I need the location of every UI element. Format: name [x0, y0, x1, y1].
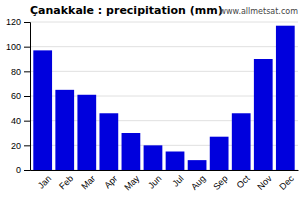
- y-tick-label: 20: [11, 141, 21, 151]
- y-tick-mark: [24, 22, 30, 23]
- x-tick: Oct: [235, 173, 252, 190]
- x-tick-label: Jan: [36, 173, 53, 190]
- x-tick-label: Apr: [102, 173, 119, 190]
- x-tick: Mar: [79, 173, 97, 191]
- bar: [77, 95, 96, 170]
- x-tick-label: Dec: [277, 173, 296, 192]
- bar: [55, 90, 74, 170]
- bar: [33, 50, 52, 170]
- y-tick-mark: [24, 47, 30, 48]
- x-tick-label: Oct: [235, 173, 252, 190]
- x-tick: Jul: [170, 173, 185, 188]
- bar: [99, 113, 118, 170]
- x-axis: JanFebMar AprMay Jun Jul AugSep OctNovDec: [31, 171, 299, 193]
- y-tick: 60: [11, 91, 30, 101]
- y-tick: 40: [11, 116, 30, 126]
- x-tick-label: Aug: [189, 173, 207, 191]
- y-tick-mark: [24, 145, 30, 146]
- chart: 0 20 40 60 80 100 120 JanFebMar AprMay Jun Jul AugS…: [0, 0, 306, 200]
- grid: [30, 22, 298, 170]
- y-tick: 20: [11, 141, 30, 151]
- x-tick: Aug: [189, 173, 207, 191]
- title: Çanakkale : precipitation (mm): [30, 4, 223, 17]
- x-tick: Apr: [102, 173, 119, 190]
- x-tick-label: Mar: [79, 173, 97, 191]
- x-tick-label: Feb: [57, 173, 75, 191]
- bar: [144, 145, 163, 170]
- x-tick-label: May: [122, 173, 141, 192]
- y-tick-label: 80: [11, 67, 21, 77]
- x-tick: Dec: [277, 173, 296, 192]
- x-tick-label: Jul: [170, 173, 185, 188]
- y-tick-label: 100: [6, 42, 21, 52]
- x-tick: Jun: [146, 173, 163, 190]
- y-tick-label: 0: [16, 165, 21, 175]
- y-tick-mark: [24, 71, 30, 72]
- grid-line: [30, 22, 298, 23]
- bar: [254, 59, 273, 170]
- bar: [210, 137, 229, 170]
- x-tick-label: Nov: [255, 173, 274, 192]
- x-tick-label: Jun: [146, 173, 163, 190]
- y-tick: 80: [11, 67, 30, 77]
- bar: [166, 152, 185, 171]
- x-tick-label: Sep: [211, 173, 229, 191]
- x-tick: Jan: [36, 173, 53, 190]
- bar: [232, 113, 251, 170]
- axis-line: [24, 23, 31, 171]
- bar: [188, 160, 207, 170]
- y-tick-mark: [24, 121, 30, 122]
- y-tick-label: 120: [6, 17, 21, 27]
- x-tick: Sep: [211, 173, 229, 191]
- y-tick: 120: [6, 17, 30, 27]
- bar: [122, 133, 141, 170]
- x-tick: Feb: [57, 173, 75, 191]
- y-tick: 100: [6, 42, 30, 52]
- y-tick-mark: [24, 96, 30, 97]
- x-tick: Nov: [255, 173, 274, 192]
- y-tick-mark: [24, 170, 30, 171]
- y-axis: 0 20 40 60 80 100 120: [6, 17, 31, 175]
- bar: [276, 26, 295, 170]
- y-tick-label: 40: [11, 116, 21, 126]
- y-tick: 0: [16, 165, 30, 175]
- bars: [33, 26, 294, 170]
- annotation: www.allmetsat.com: [220, 7, 299, 16]
- y-tick-label: 60: [11, 91, 21, 101]
- axis-line: [31, 170, 299, 171]
- grid-line: [30, 46, 298, 47]
- x-tick: May: [122, 173, 141, 192]
